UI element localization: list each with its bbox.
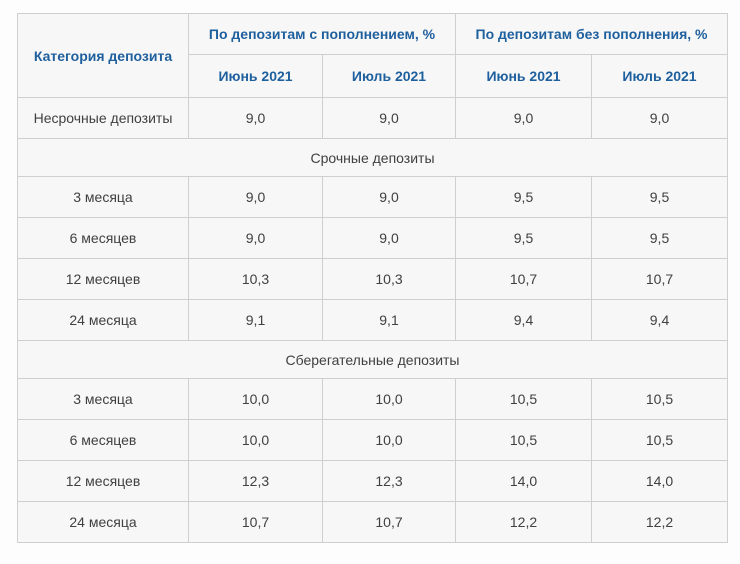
value-cell: 9,4 [591, 299, 728, 341]
month-header: Июль 2021 [322, 54, 456, 98]
value-cell: 10,7 [188, 501, 323, 543]
value-cell: 10,5 [455, 419, 592, 461]
value-cell: 9,5 [591, 217, 728, 259]
category-cell: 6 месяцев [17, 217, 189, 259]
header-group-row: Категория депозита По депозитам с пополн… [17, 13, 728, 98]
value-cell: 10,5 [455, 378, 592, 420]
value-cell: 12,3 [322, 460, 456, 502]
table-header: Категория депозита По депозитам с пополн… [17, 13, 728, 98]
value-cell: 12,3 [188, 460, 323, 502]
value-cell: 9,0 [322, 217, 456, 259]
section-label: Срочные депозиты [17, 138, 728, 177]
table-row: 12 месяцев 12,3 12,3 14,0 14,0 [17, 460, 728, 502]
table-row: 3 месяца 10,0 10,0 10,5 10,5 [17, 378, 728, 420]
header-month-row: Июнь 2021 Июль 2021 Июнь 2021 Июль 2021 [18, 54, 728, 98]
category-cell: Несрочные депозиты [17, 97, 189, 139]
category-cell: 3 месяца [17, 176, 189, 218]
group-header-with-replenishment: По депозитам с пополнением, % [188, 13, 456, 55]
value-cell: 10,0 [322, 419, 456, 461]
table-row: Несрочные депозиты 9,0 9,0 9,0 9,0 [17, 97, 728, 139]
value-cell: 9,0 [322, 176, 456, 218]
table-row: 3 месяца 9,0 9,0 9,5 9,5 [17, 176, 728, 218]
section-row: Срочные депозиты [17, 138, 728, 177]
value-cell: 14,0 [455, 460, 592, 502]
value-cell: 9,4 [455, 299, 592, 341]
category-cell: 12 месяцев [17, 258, 189, 300]
value-cell: 9,5 [455, 176, 592, 218]
value-cell: 10,0 [188, 378, 323, 420]
value-cell: 10,7 [322, 501, 456, 543]
value-cell: 9,0 [591, 97, 728, 139]
deposit-rates-table: Категория депозита По депозитам с пополн… [17, 13, 728, 543]
section-label: Сберегательные депозиты [17, 340, 728, 379]
value-cell: 9,0 [455, 97, 592, 139]
value-cell: 10,3 [322, 258, 456, 300]
value-cell: 10,5 [591, 419, 728, 461]
category-cell: 3 месяца [17, 378, 189, 420]
month-header: Июль 2021 [591, 54, 728, 98]
value-cell: 10,0 [322, 378, 456, 420]
table-row: 12 месяцев 10,3 10,3 10,7 10,7 [17, 258, 728, 300]
group-header-without-replenishment: По депозитам без пополнения, % [455, 13, 728, 55]
value-cell: 9,0 [188, 176, 323, 218]
table-row: 24 месяца 9,1 9,1 9,4 9,4 [17, 299, 728, 341]
month-header: Июнь 2021 [188, 54, 323, 98]
value-cell: 9,0 [188, 217, 323, 259]
category-cell: 6 месяцев [17, 419, 189, 461]
table-body: Несрочные депозиты 9,0 9,0 9,0 9,0 Срочн… [17, 97, 728, 543]
table-row: 6 месяцев 9,0 9,0 9,5 9,5 [17, 217, 728, 259]
value-cell: 14,0 [591, 460, 728, 502]
category-cell: 24 месяца [17, 501, 189, 543]
table-row: 6 месяцев 10,0 10,0 10,5 10,5 [17, 419, 728, 461]
value-cell: 9,0 [322, 97, 456, 139]
value-cell: 10,5 [591, 378, 728, 420]
category-column-header: Категория депозита [17, 13, 189, 98]
section-row: Сберегательные депозиты [17, 340, 728, 379]
value-cell: 10,3 [188, 258, 323, 300]
table-row: 24 месяца 10,7 10,7 12,2 12,2 [17, 501, 728, 543]
value-cell: 9,0 [188, 97, 323, 139]
category-cell: 12 месяцев [17, 460, 189, 502]
value-cell: 9,5 [455, 217, 592, 259]
value-cell: 10,7 [455, 258, 592, 300]
value-cell: 10,0 [188, 419, 323, 461]
value-cell: 12,2 [591, 501, 728, 543]
value-cell: 9,5 [591, 176, 728, 218]
value-cell: 9,1 [188, 299, 323, 341]
value-cell: 9,1 [322, 299, 456, 341]
value-cell: 10,7 [591, 258, 728, 300]
month-header: Июнь 2021 [455, 54, 592, 98]
category-cell: 24 месяца [17, 299, 189, 341]
value-cell: 12,2 [455, 501, 592, 543]
